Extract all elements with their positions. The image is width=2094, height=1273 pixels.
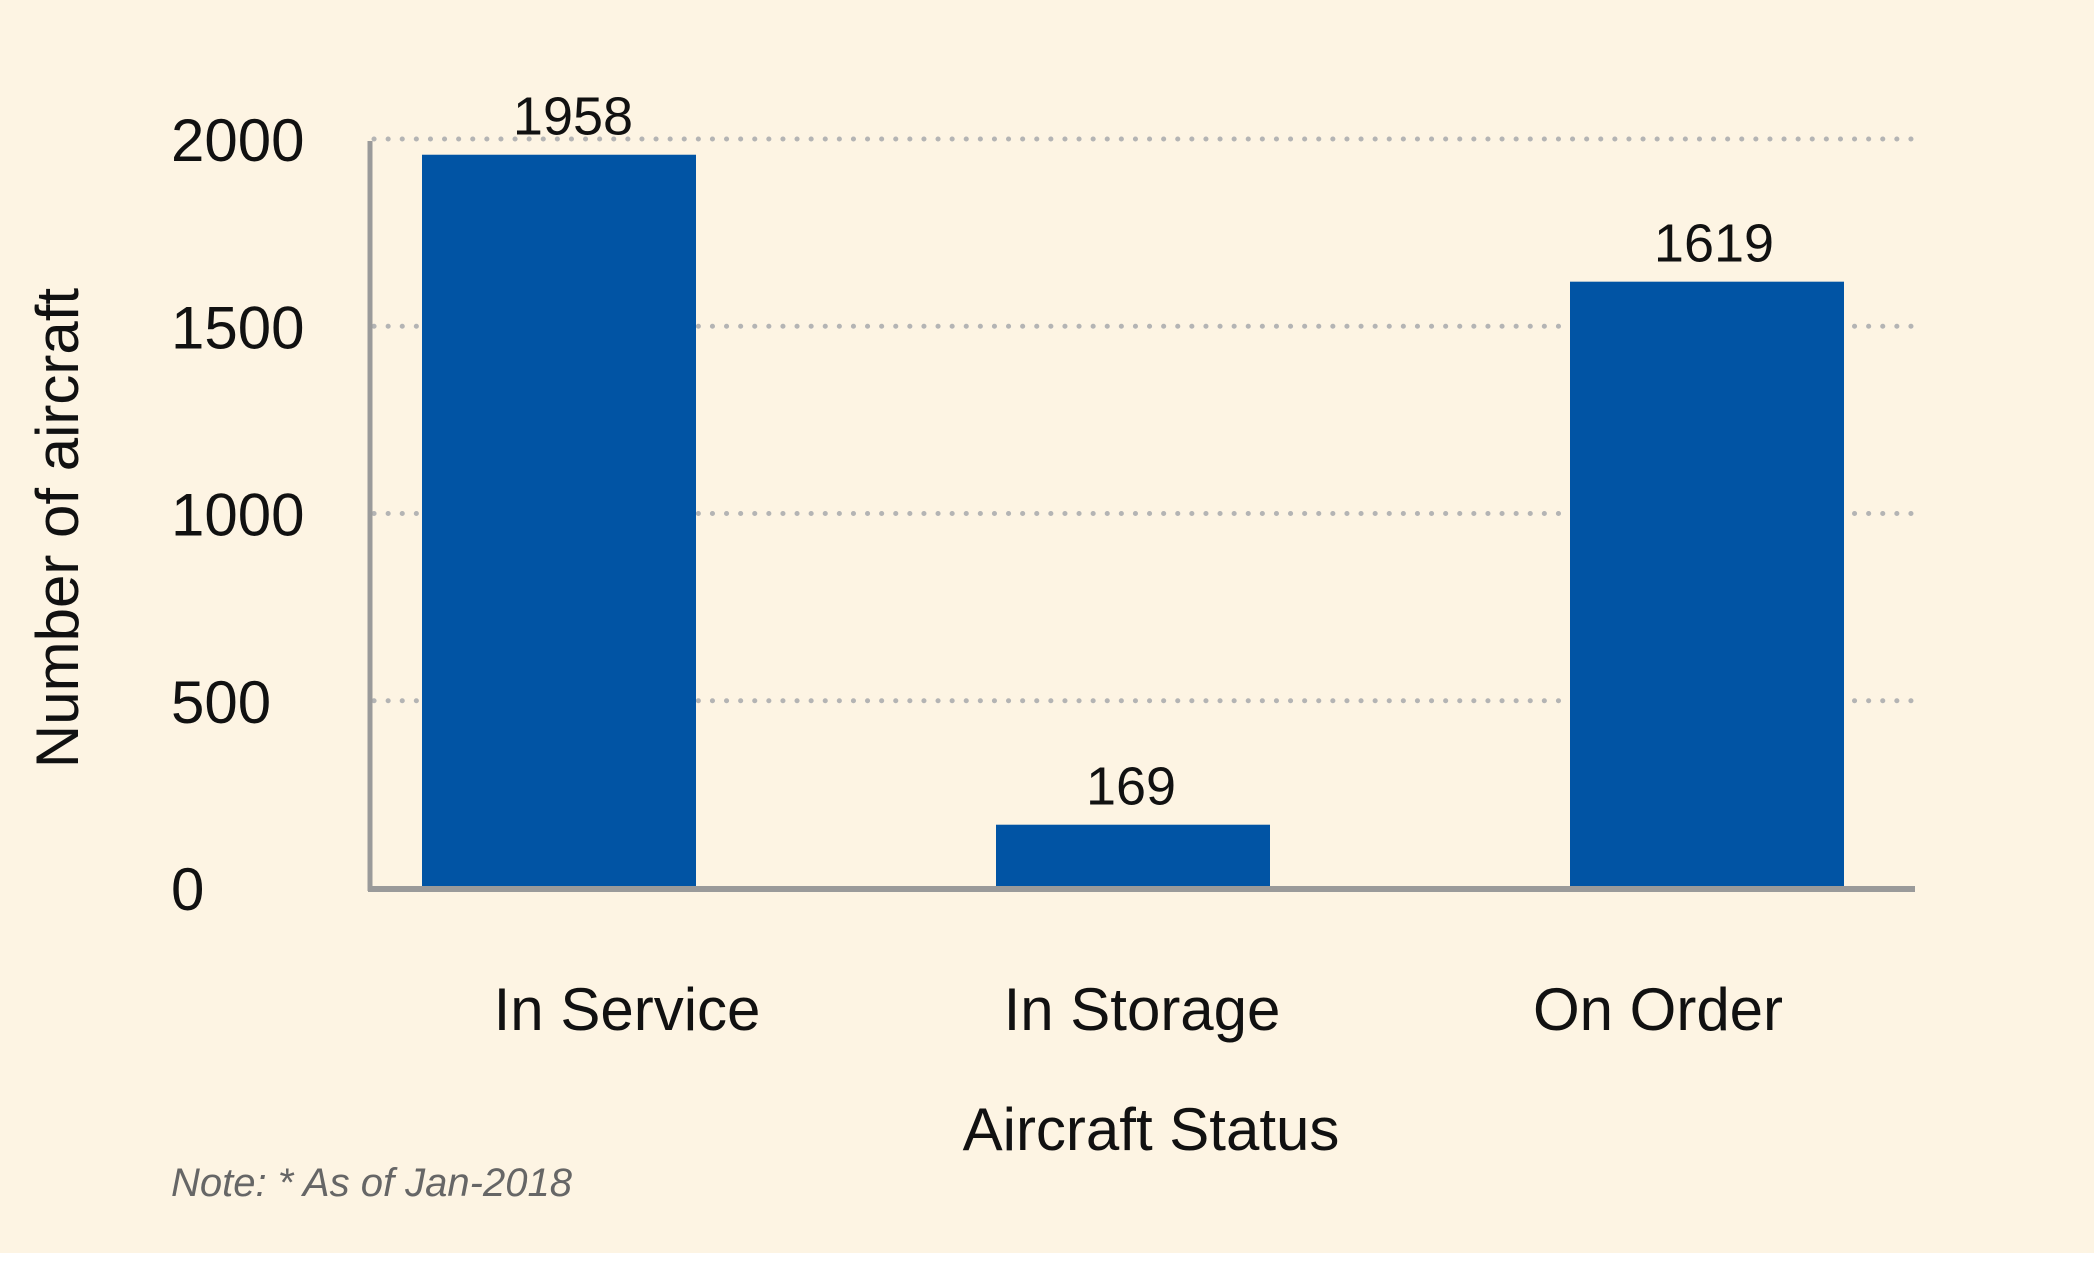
y-tick-label-1000: 1000 bbox=[171, 482, 304, 549]
y-tick-labels: 0 500 1000 1500 2000 bbox=[171, 107, 304, 923]
x-category-label-on-order: On Order bbox=[1533, 976, 1783, 1043]
bar-in-storage bbox=[996, 824, 1270, 888]
bars bbox=[422, 154, 1844, 888]
data-label-in-service: 1958 bbox=[513, 87, 633, 147]
axes bbox=[367, 141, 1915, 892]
x-category-label-in-service: In Service bbox=[494, 976, 761, 1043]
bar-on-order bbox=[1570, 281, 1844, 888]
data-labels: 1958 169 1619 bbox=[513, 87, 1774, 817]
data-label-in-storage: 169 bbox=[1086, 757, 1176, 817]
x-category-label-in-storage: In Storage bbox=[1004, 976, 1281, 1043]
footnote: Note: * As of Jan-2018 bbox=[171, 1161, 573, 1205]
y-tick-label-2000: 2000 bbox=[171, 107, 304, 174]
data-label-on-order: 1619 bbox=[1654, 214, 1774, 274]
y-tick-label-500: 500 bbox=[171, 669, 271, 736]
x-category-labels: In Service In Storage On Order bbox=[494, 976, 1783, 1043]
y-tick-label-1500: 1500 bbox=[171, 294, 304, 361]
y-tick-label-0: 0 bbox=[171, 856, 204, 923]
bar-in-service bbox=[422, 154, 696, 888]
y-axis-title: Number of aircraft bbox=[24, 288, 91, 768]
x-axis-title: Aircraft Status bbox=[963, 1096, 1340, 1163]
